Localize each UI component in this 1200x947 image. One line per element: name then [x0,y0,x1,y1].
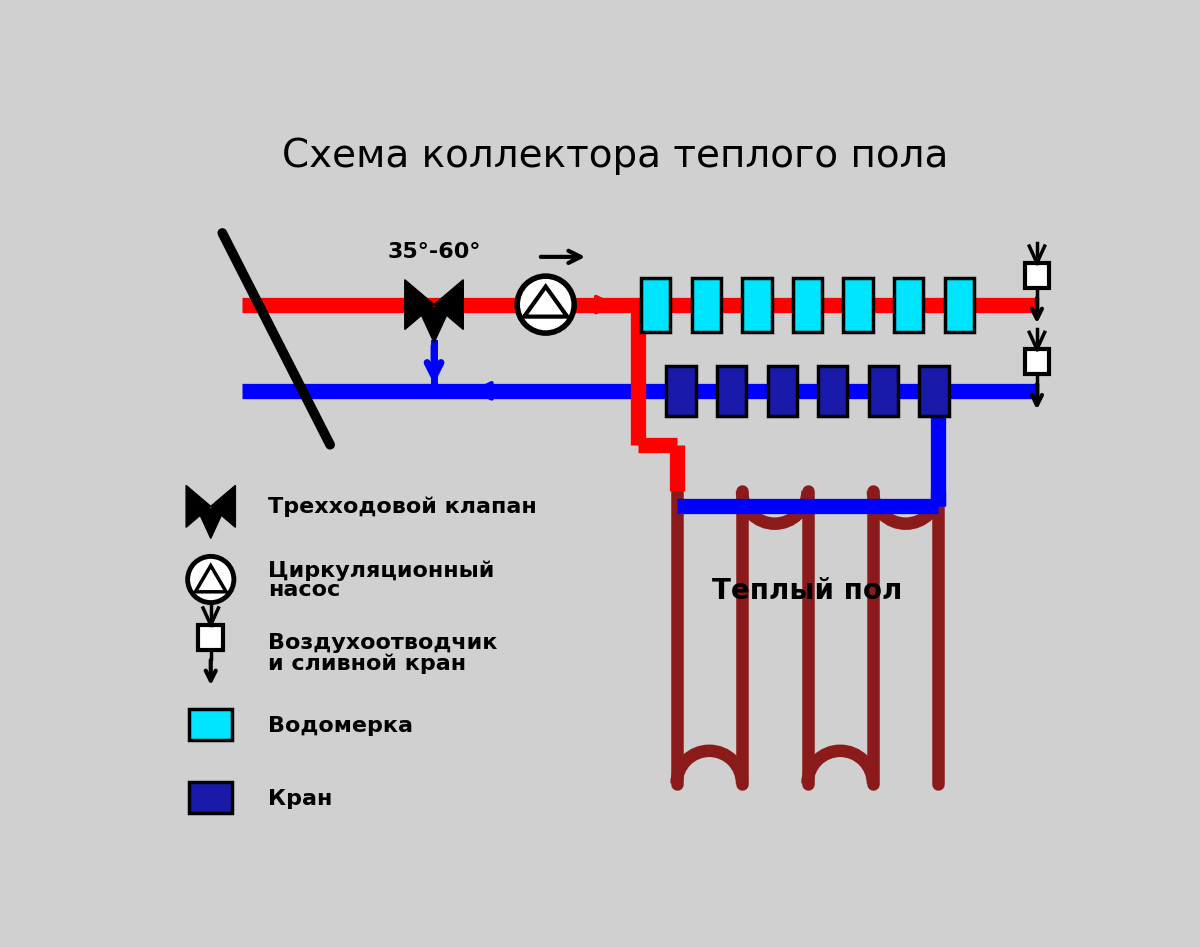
Text: Циркуляционный: Циркуляционный [269,560,494,581]
Text: Теплый пол: Теплый пол [713,577,902,605]
Bar [190,709,233,740]
Text: и сливной кран: и сливной кран [269,653,467,673]
FancyBboxPatch shape [894,277,923,331]
FancyBboxPatch shape [844,277,872,331]
FancyBboxPatch shape [818,366,847,416]
Bar [198,625,223,650]
Polygon shape [186,486,211,527]
Text: Водомерка: Водомерка [269,716,414,736]
Bar [1025,349,1049,374]
Polygon shape [197,509,224,539]
FancyBboxPatch shape [944,277,974,331]
Polygon shape [404,279,434,330]
Polygon shape [211,486,235,527]
FancyBboxPatch shape [919,366,949,416]
Text: Воздухоотводчик: Воздухоотводчик [269,634,498,653]
Text: 35°-60°: 35°-60° [388,242,481,262]
FancyBboxPatch shape [768,366,797,416]
Text: Трехходовой клапан: Трехходовой клапан [269,496,538,517]
Bar [1025,263,1049,288]
Bar [190,782,233,813]
FancyBboxPatch shape [793,277,822,331]
Circle shape [517,277,574,333]
Text: Кран: Кран [269,789,332,809]
FancyBboxPatch shape [641,277,671,331]
FancyBboxPatch shape [716,366,746,416]
FancyBboxPatch shape [869,366,898,416]
Text: насос: насос [269,581,341,600]
Polygon shape [434,279,463,330]
Circle shape [187,557,234,602]
FancyBboxPatch shape [691,277,721,331]
Polygon shape [418,308,450,343]
Text: Схема коллектора теплого пола: Схема коллектора теплого пола [282,137,948,175]
FancyBboxPatch shape [743,277,772,331]
FancyBboxPatch shape [666,366,696,416]
